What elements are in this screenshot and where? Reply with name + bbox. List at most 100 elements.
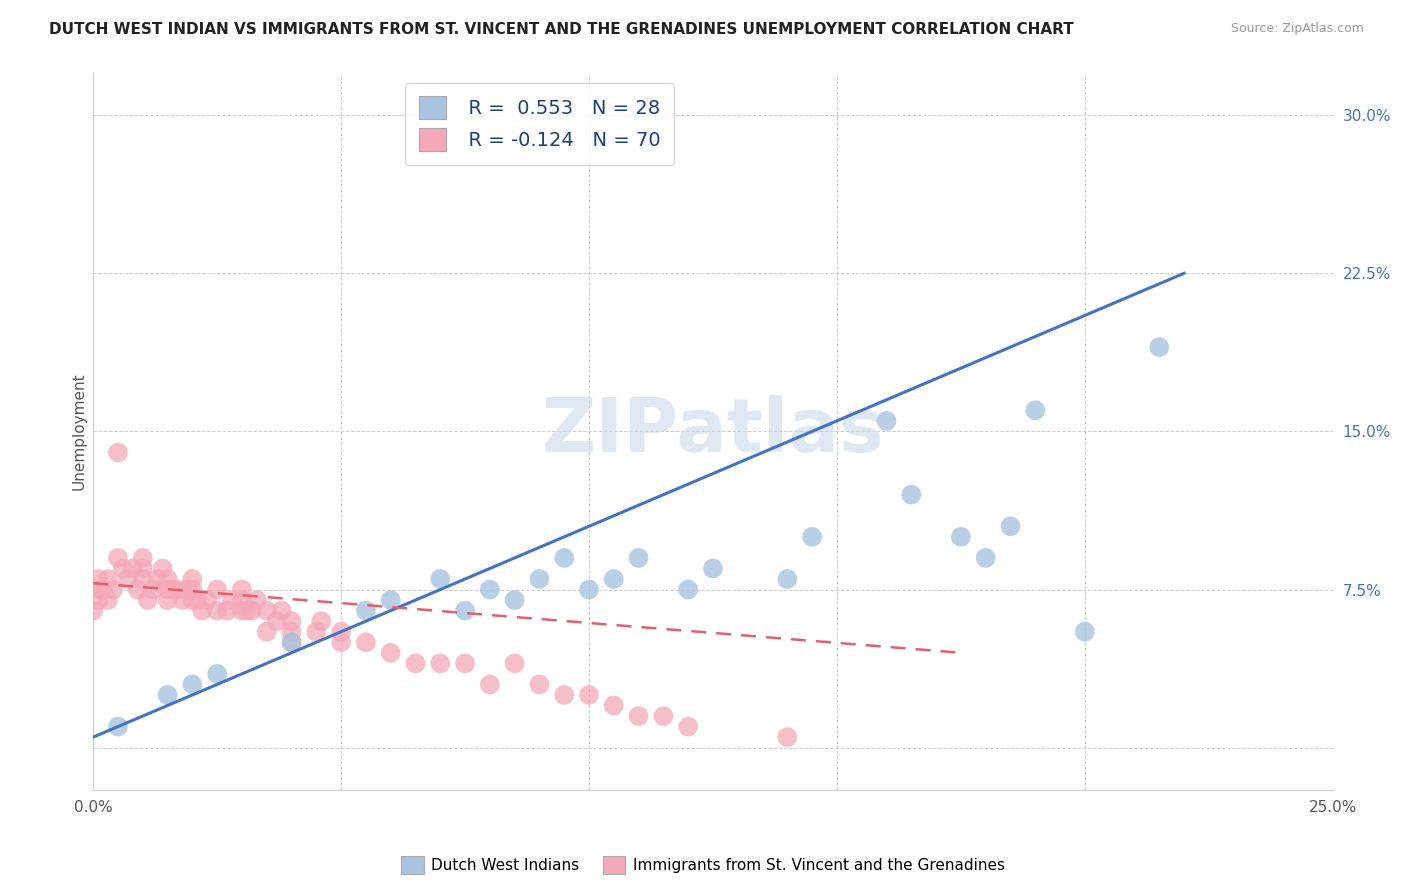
Point xyxy=(142,582,165,597)
Point xyxy=(136,593,159,607)
Point xyxy=(900,488,922,502)
Point xyxy=(156,688,179,702)
Point xyxy=(101,582,124,597)
Point xyxy=(1024,403,1046,417)
Legend:   R =  0.553   N = 28,   R = -0.124   N = 70: R = 0.553 N = 28, R = -0.124 N = 70 xyxy=(405,83,673,164)
Point xyxy=(236,604,259,618)
Point xyxy=(354,635,377,649)
Point xyxy=(702,561,724,575)
Point xyxy=(240,604,263,618)
Point xyxy=(152,561,174,575)
Point xyxy=(181,572,204,586)
Point xyxy=(876,414,898,428)
Text: DUTCH WEST INDIAN VS IMMIGRANTS FROM ST. VINCENT AND THE GRENADINES UNEMPLOYMENT: DUTCH WEST INDIAN VS IMMIGRANTS FROM ST.… xyxy=(49,22,1074,37)
Point xyxy=(478,582,501,597)
Point xyxy=(305,624,328,639)
Point xyxy=(553,688,575,702)
Point xyxy=(776,572,799,586)
Y-axis label: Unemployment: Unemployment xyxy=(72,373,86,491)
Point xyxy=(181,582,204,597)
Point xyxy=(156,582,179,597)
Point xyxy=(380,646,402,660)
Point xyxy=(117,572,139,586)
Point xyxy=(231,604,253,618)
Point xyxy=(176,582,198,597)
Point xyxy=(529,572,551,586)
Point xyxy=(949,530,972,544)
Point xyxy=(107,550,129,565)
Point xyxy=(280,614,302,628)
Point xyxy=(280,635,302,649)
Point xyxy=(1074,624,1097,639)
Point xyxy=(405,657,427,671)
Point xyxy=(181,593,204,607)
Point xyxy=(1000,519,1022,533)
Point xyxy=(429,572,451,586)
Point xyxy=(553,550,575,565)
Legend: Dutch West Indians, Immigrants from St. Vincent and the Grenadines: Dutch West Indians, Immigrants from St. … xyxy=(395,850,1011,880)
Point xyxy=(186,593,208,607)
Point xyxy=(132,550,155,565)
Point xyxy=(578,582,600,597)
Point xyxy=(156,572,179,586)
Text: ZIPatlas: ZIPatlas xyxy=(541,395,884,468)
Point xyxy=(82,604,104,618)
Point xyxy=(97,572,120,586)
Point xyxy=(97,593,120,607)
Point xyxy=(221,593,243,607)
Point xyxy=(256,624,278,639)
Point xyxy=(205,666,228,681)
Point xyxy=(627,709,650,723)
Point xyxy=(172,593,194,607)
Point xyxy=(652,709,675,723)
Point xyxy=(107,720,129,734)
Point xyxy=(166,582,188,597)
Point xyxy=(429,657,451,671)
Point xyxy=(270,604,292,618)
Point xyxy=(231,593,253,607)
Point xyxy=(181,677,204,691)
Point xyxy=(503,657,526,671)
Point xyxy=(246,593,269,607)
Point xyxy=(205,604,228,618)
Point xyxy=(121,561,143,575)
Point xyxy=(603,698,626,713)
Point xyxy=(454,657,477,671)
Point xyxy=(330,635,353,649)
Text: Source: ZipAtlas.com: Source: ZipAtlas.com xyxy=(1230,22,1364,36)
Point xyxy=(578,688,600,702)
Point xyxy=(215,604,238,618)
Point xyxy=(676,720,699,734)
Point xyxy=(454,604,477,618)
Point xyxy=(132,572,155,586)
Point xyxy=(127,582,149,597)
Point xyxy=(132,561,155,575)
Point xyxy=(91,582,114,597)
Point xyxy=(330,624,353,639)
Point xyxy=(256,604,278,618)
Point xyxy=(280,635,302,649)
Point xyxy=(280,624,302,639)
Point xyxy=(801,530,824,544)
Point xyxy=(974,550,997,565)
Point xyxy=(309,614,332,628)
Point xyxy=(195,593,218,607)
Point xyxy=(503,593,526,607)
Point xyxy=(478,677,501,691)
Point xyxy=(676,582,699,597)
Point xyxy=(776,730,799,744)
Point xyxy=(87,593,110,607)
Point xyxy=(111,561,134,575)
Point xyxy=(603,572,626,586)
Point xyxy=(156,593,179,607)
Point xyxy=(87,572,110,586)
Point xyxy=(266,614,288,628)
Point xyxy=(205,582,228,597)
Point xyxy=(107,445,129,459)
Point xyxy=(82,582,104,597)
Point xyxy=(529,677,551,691)
Point xyxy=(231,582,253,597)
Point xyxy=(1147,340,1170,354)
Point xyxy=(162,582,184,597)
Point xyxy=(354,604,377,618)
